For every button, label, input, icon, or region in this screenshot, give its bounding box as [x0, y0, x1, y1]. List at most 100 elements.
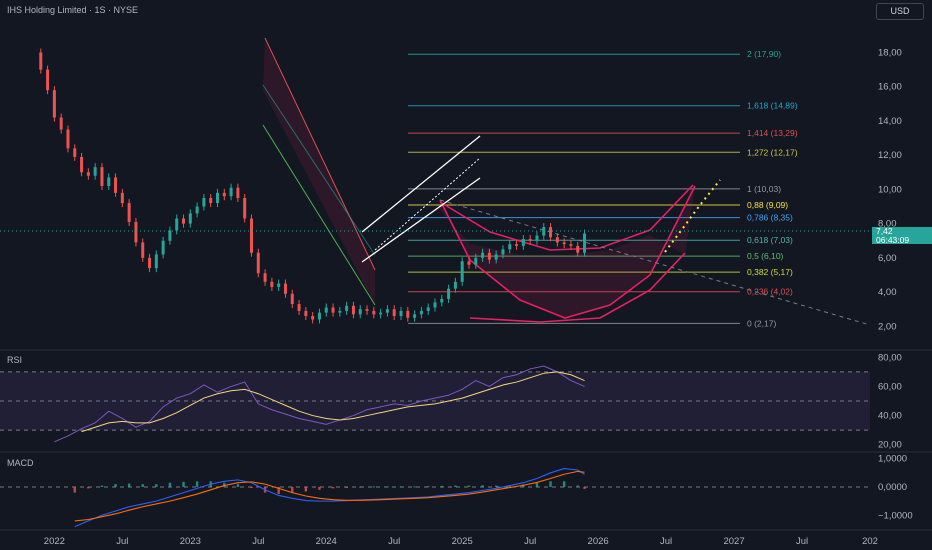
candle-body	[528, 239, 532, 241]
rsi-pane-title: RSI	[7, 355, 23, 365]
macd-histogram-bar	[100, 485, 104, 487]
macd-histogram-bar	[114, 484, 117, 487]
macd-histogram-bar	[454, 485, 457, 487]
macd-histogram-bar	[236, 484, 240, 487]
last-price: 7,42	[876, 226, 893, 236]
candle-body	[107, 177, 111, 186]
rsi-axis-tick: 20,00	[878, 440, 902, 451]
candle-body	[59, 117, 63, 130]
time-axis-tick: 2024	[316, 536, 337, 547]
candle-body	[324, 307, 328, 313]
candle-body	[555, 237, 559, 243]
macd-histogram-bar	[223, 482, 226, 487]
candle-body	[243, 197, 247, 219]
macd-histogram-bar	[291, 486, 294, 493]
candle-body	[229, 187, 233, 197]
rsi-line	[54, 365, 585, 443]
candle-body	[345, 305, 349, 311]
candle-body	[426, 307, 430, 311]
down-channel-mid	[262, 84, 376, 256]
macd-histogram-bar	[372, 486, 376, 488]
macd-histogram-bar	[549, 481, 552, 487]
macd-histogram-bar	[87, 486, 90, 489]
fib-level-label: 0,88 (9,09)	[747, 200, 788, 210]
bowl-inner-arc	[439, 184, 694, 251]
candle-body	[399, 310, 403, 317]
time-axis-tick: Jul	[388, 536, 400, 547]
price-axis-tick: 16,00	[878, 82, 902, 93]
price-axis-tick: 10,00	[878, 184, 902, 195]
macd-pane-title: MACD	[7, 458, 34, 468]
candle-body	[209, 197, 213, 204]
fib-level-label: 0,786 (8,35)	[747, 213, 793, 223]
candle-body	[521, 239, 525, 246]
macd-histogram-bar	[359, 486, 362, 488]
down-channel-lower	[262, 124, 376, 306]
trend-dashed-line	[439, 199, 871, 326]
time-axis-tick: 2022	[44, 536, 65, 547]
rsi-axis-tick: 40,00	[878, 411, 902, 422]
candle-body	[202, 197, 206, 207]
fib-level-label: 0 (2,17)	[747, 318, 776, 328]
candle-body	[487, 252, 491, 260]
up-channel-lower	[361, 177, 481, 263]
macd-histogram-bar	[413, 486, 416, 488]
candle-body	[583, 233, 587, 253]
fib-level-label: 1,272 (12,17)	[747, 147, 798, 157]
macd-histogram-bar	[195, 481, 199, 487]
macd-axis-tick: 0,0000	[878, 482, 907, 493]
macd-histogram-bar	[304, 486, 308, 492]
price-axis-tick: 14,00	[878, 116, 902, 127]
rsi-ma-line	[81, 371, 585, 433]
candle-body	[216, 192, 219, 204]
candle-body	[263, 273, 267, 282]
macd-histogram-bar	[73, 486, 76, 493]
candle-body	[283, 283, 287, 294]
bowl-zone	[440, 186, 695, 318]
rsi-axis-tick: 60,00	[878, 381, 902, 392]
macd-histogram-bar	[182, 481, 185, 487]
macd-histogram-bar	[141, 484, 144, 487]
price-axis-tick: 6,00	[878, 253, 897, 264]
symbol-title[interactable]: IHS Holding Limited · 1S · NYSE	[7, 5, 139, 15]
macd-histogram-bar	[535, 483, 539, 487]
candle-body	[338, 310, 342, 313]
candle-body	[460, 261, 464, 282]
last-price-tag: 7,42 06:43:09	[872, 227, 932, 244]
candle-body	[148, 257, 152, 269]
candle-body	[86, 172, 90, 176]
candle-body	[535, 235, 539, 241]
candle-body	[453, 281, 457, 289]
candle-body	[542, 227, 546, 236]
fib-level-label: 1,618 (14,89)	[747, 101, 798, 111]
candle-body	[297, 304, 301, 311]
candle-body	[515, 244, 519, 246]
candle-body	[481, 252, 485, 258]
currency-button[interactable]: USD	[876, 3, 924, 20]
fib-level-label: 1,414 (13,29)	[747, 128, 798, 138]
candle-body	[358, 309, 362, 315]
macd-histogram-bar	[386, 486, 389, 488]
macd-histogram-bar	[494, 485, 498, 487]
candle-body	[100, 167, 104, 186]
candle-body	[46, 69, 50, 91]
candle-body	[311, 316, 315, 320]
time-axis-tick: Jul	[524, 536, 536, 547]
macd-histogram-bar	[440, 485, 443, 487]
bowl-outer-arc	[439, 185, 696, 319]
price-axis-tick: 8,00	[878, 219, 897, 230]
candle-body	[379, 312, 383, 315]
candle-body	[222, 192, 226, 197]
signal-line	[74, 470, 585, 522]
candle-body	[351, 305, 355, 315]
macd-line	[74, 468, 585, 528]
candle-body	[195, 206, 199, 214]
candle-body	[331, 307, 335, 313]
candle-body	[413, 314, 417, 318]
macd-histogram-bar	[467, 485, 471, 487]
candle-body	[508, 244, 512, 250]
candle-body	[317, 312, 321, 320]
time-axis-tick: Jul	[252, 536, 264, 547]
time-axis-tick: 2025	[452, 536, 473, 547]
